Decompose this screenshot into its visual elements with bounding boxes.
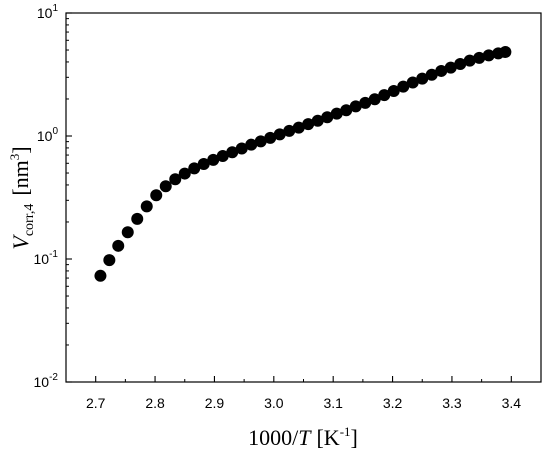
- data-point: [178, 167, 191, 180]
- data-point: [245, 138, 258, 151]
- x-tick-label: 3.3: [442, 395, 462, 411]
- data-point: [444, 61, 457, 74]
- data-point: [330, 107, 343, 120]
- data-point: [140, 200, 153, 213]
- data-point: [416, 72, 429, 85]
- y-tick-label: 10-1: [34, 249, 59, 267]
- y-axis-title: Vcorr,4[nm3]: [7, 146, 37, 249]
- data-point: [264, 131, 277, 144]
- data-point: [273, 128, 286, 141]
- axis-ticks: 2.7 2.8 2.9 3.0 3.1 3.2 3.3 3.4 10-2 10-1 100 101: [34, 3, 542, 411]
- data-point: [150, 189, 163, 202]
- x-tick-label: 3.0: [264, 395, 284, 411]
- y-tick-label: 100: [37, 126, 59, 144]
- data-point: [340, 104, 353, 117]
- data-point: [368, 93, 381, 106]
- data-point: [94, 269, 107, 282]
- x-tick-label: 3.4: [502, 395, 522, 411]
- data-point: [254, 135, 267, 148]
- x-tick-label: 3.1: [323, 395, 343, 411]
- data-point: [473, 51, 486, 64]
- data-point: [406, 76, 419, 89]
- data-point: [387, 85, 400, 98]
- data-point: [482, 49, 495, 62]
- data-point: [112, 239, 125, 252]
- x-axis-title: 1000/T [K-1]: [248, 424, 358, 450]
- data-point: [425, 68, 438, 81]
- data-points: [94, 45, 512, 282]
- data-point: [207, 153, 220, 166]
- plot-frame: [65, 12, 542, 383]
- data-point: [216, 149, 229, 162]
- data-point: [169, 173, 182, 186]
- data-point: [321, 111, 334, 124]
- x-tick-label: 2.7: [86, 395, 106, 411]
- data-point: [283, 124, 296, 137]
- data-point: [397, 80, 410, 93]
- x-tick-label: 3.2: [383, 395, 403, 411]
- data-point: [131, 212, 144, 225]
- data-point: [311, 114, 324, 127]
- data-point: [454, 57, 467, 70]
- data-point: [302, 118, 315, 131]
- x-tick-label: 2.9: [205, 395, 225, 411]
- data-point: [349, 100, 362, 113]
- data-point: [188, 162, 201, 175]
- data-point: [292, 121, 305, 134]
- x-tick-label: 2.8: [145, 395, 165, 411]
- data-point: [499, 45, 512, 58]
- data-point: [463, 54, 476, 67]
- y-tick-label: 10-2: [34, 372, 59, 390]
- data-point: [226, 146, 239, 159]
- data-point: [159, 180, 172, 193]
- data-point: [378, 89, 391, 102]
- data-point: [435, 64, 448, 77]
- data-point: [121, 226, 134, 239]
- data-point: [359, 96, 372, 109]
- data-point: [235, 142, 248, 155]
- y-tick-label: 101: [37, 3, 59, 21]
- data-point: [197, 158, 210, 171]
- data-point: [103, 254, 116, 267]
